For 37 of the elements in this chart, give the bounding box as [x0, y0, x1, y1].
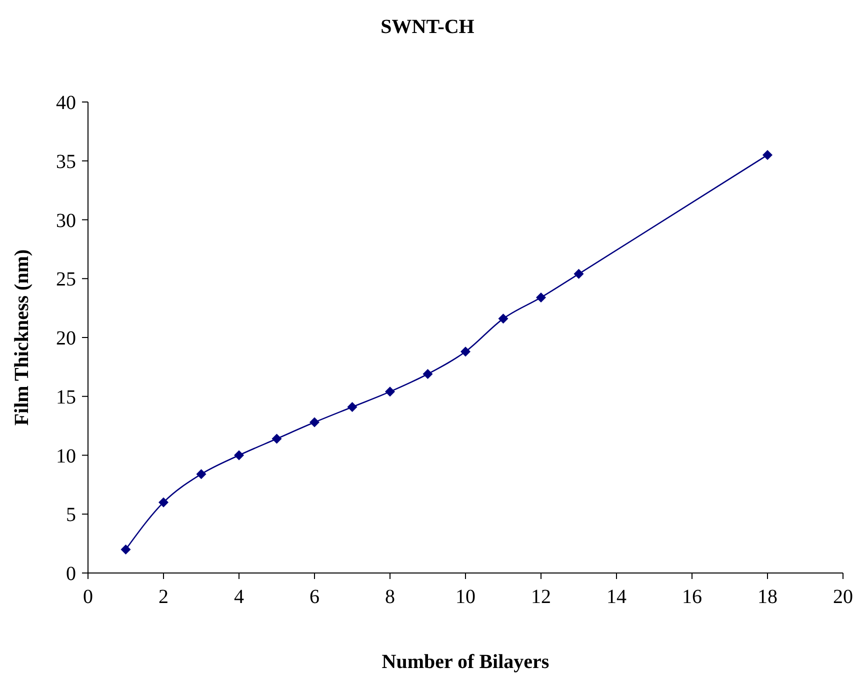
x-tick-label: 0: [83, 586, 93, 608]
point: [498, 314, 508, 324]
point: [762, 150, 772, 160]
point: [574, 268, 584, 279]
x-tick-label: 12: [531, 586, 551, 608]
point: [385, 386, 395, 397]
x-tick-label: 16: [682, 586, 702, 608]
y-tick-label: 35: [56, 150, 76, 173]
point: [310, 417, 320, 428]
x-tick-label: 10: [456, 586, 476, 608]
y-tick-label: 15: [56, 386, 76, 408]
point: [347, 402, 358, 412]
point: [460, 346, 470, 357]
y-tick-label: 20: [56, 328, 76, 350]
y-tick-label: 10: [56, 445, 76, 468]
point: [196, 469, 206, 480]
x-tick-label: 18: [758, 586, 778, 608]
chart-title: SWNT-CH: [380, 16, 475, 38]
point: [536, 292, 546, 302]
point: [234, 450, 244, 460]
y-tick-label: 5: [66, 504, 76, 526]
point: [120, 544, 131, 554]
x-tick-label: 6: [310, 586, 320, 608]
x-tick-label: 14: [606, 586, 626, 608]
point: [158, 497, 168, 508]
y-tick-label: 0: [66, 563, 76, 585]
x-tick-label: 20: [833, 586, 853, 608]
x-tick-label: 2: [158, 586, 168, 608]
x-axis-title: Number of Bilayers: [382, 651, 550, 673]
y-axis-title: Film Thickness (nm): [11, 249, 33, 426]
y-tick-label: 40: [56, 92, 76, 114]
x-tick-label: 4: [234, 586, 244, 608]
y-tick-label: 30: [56, 210, 76, 232]
point: [272, 434, 282, 444]
x-tick-label: 8: [385, 586, 395, 608]
point: [422, 369, 433, 380]
y-tick-label: 25: [56, 268, 76, 291]
